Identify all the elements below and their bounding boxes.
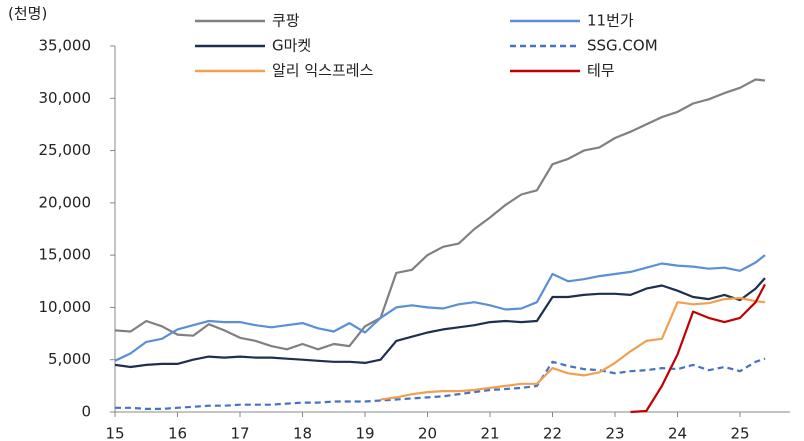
x-tick-label: 23 <box>605 425 624 441</box>
x-tick-label: 25 <box>730 425 749 441</box>
y-tick-label: 0 <box>81 403 91 421</box>
x-tick-label: 20 <box>418 425 437 441</box>
x-tick-label: 15 <box>105 425 124 441</box>
series-line <box>114 254 766 362</box>
y-tick-label: 15,000 <box>39 246 92 264</box>
legend-label: G마켓 <box>272 37 311 55</box>
series-line <box>630 283 766 414</box>
x-tick-label: 18 <box>293 425 312 441</box>
series-line <box>114 277 766 369</box>
series-line <box>115 357 766 410</box>
series-line <box>380 296 766 401</box>
series-line <box>114 78 766 351</box>
x-tick-label: 17 <box>230 425 249 441</box>
y-tick-label: 10,000 <box>39 298 92 316</box>
legend-label: 알리 익스프레스 <box>272 62 374 80</box>
legend-label: 11번가 <box>587 12 634 30</box>
x-tick-label: 21 <box>480 425 499 441</box>
y-tick-label: 25,000 <box>39 141 92 159</box>
y-tick-label: 5,000 <box>48 350 91 368</box>
x-tick-label: 22 <box>543 425 562 441</box>
legend-label: SSG.COM <box>587 37 658 55</box>
x-tick-label: 19 <box>355 425 374 441</box>
legend-label: 쿠팡 <box>272 12 300 30</box>
y-tick-label: 35,000 <box>39 37 92 55</box>
x-tick-label: 16 <box>168 425 187 441</box>
y-tick-label: 30,000 <box>39 89 92 107</box>
y-axis-label: (천명) <box>8 5 47 23</box>
legend-label: 테무 <box>587 62 615 80</box>
y-tick-label: 20,000 <box>39 193 92 211</box>
x-tick-label: 24 <box>668 425 687 441</box>
